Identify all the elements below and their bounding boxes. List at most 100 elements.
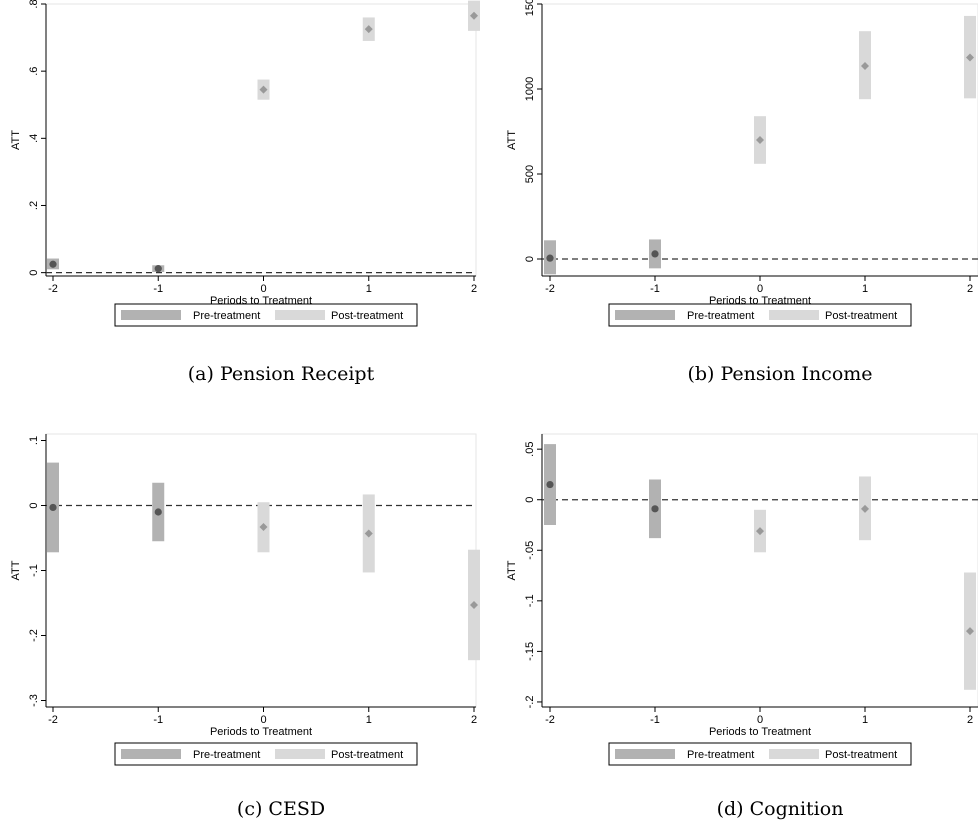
y-tick-label: 500	[524, 165, 536, 183]
x-tick-label: 2	[967, 283, 973, 295]
y-tick-label: 1500	[524, 0, 536, 16]
panel-caption: (a) Pension Receipt	[188, 363, 375, 385]
y-axis-label: ATT	[506, 130, 518, 150]
y-tick-label: -.05	[524, 541, 536, 560]
y-tick-label: .8	[28, 0, 40, 9]
x-tick-label: 1	[366, 714, 372, 726]
y-axis-label: ATT	[506, 560, 518, 580]
chart-panel-3: -.2 -.15 -.1 -.05 0 .05 ATT -2 -1 0 1 2 Periods to T…	[506, 433, 978, 820]
x-tick-label: -1	[650, 714, 660, 726]
legend-pre-swatch	[121, 310, 181, 320]
y-tick-label: .1	[28, 436, 40, 445]
y-tick-label: -.3	[28, 694, 40, 707]
plot-area	[45, 433, 477, 708]
legend-post-swatch	[275, 310, 325, 320]
y-tick-label: 0	[28, 502, 40, 508]
pre-treatment-point	[651, 250, 659, 258]
pre-treatment-point	[546, 254, 554, 262]
y-tick-label: -.15	[524, 642, 536, 661]
x-tick-label: 0	[757, 283, 763, 295]
post-treatment-point	[259, 85, 268, 94]
post-treatment-point	[756, 527, 764, 536]
x-tick-label: 2	[471, 714, 477, 726]
legend-pre-label: Pre-treatment	[193, 749, 260, 761]
panel-caption: (c) CESD	[237, 798, 325, 820]
x-tick-label: 0	[260, 283, 266, 295]
y-tick-label: .4	[28, 134, 40, 143]
pre-treatment-point	[546, 480, 554, 489]
chart-panel-2: -.3 -.2 -.1 0 .1 ATT -2 -1 0 1 2 Periods to Treatme…	[10, 433, 480, 820]
y-tick-label: -.1	[28, 564, 40, 577]
y-tick-label: -.1	[524, 594, 536, 607]
post-treatment-point	[259, 522, 268, 531]
legend-post-label: Post-treatment	[331, 310, 403, 322]
post-treatment-point	[364, 529, 373, 538]
legend-pre-swatch	[121, 749, 181, 759]
pre-treatment-point	[49, 503, 57, 512]
y-tick-label: 0	[524, 256, 536, 262]
x-tick-label: 1	[862, 714, 868, 726]
legend-post-swatch	[769, 749, 819, 759]
post-treatment-point	[470, 600, 478, 609]
post-treatment-point	[966, 53, 974, 62]
pre-treatment-point	[154, 265, 162, 273]
y-tick-label: .05	[524, 442, 536, 457]
post-treatment-point	[861, 504, 869, 513]
x-tick-label: -1	[153, 714, 163, 726]
y-tick-label: -.2	[28, 629, 40, 642]
legend-box	[114, 303, 418, 327]
legend-box	[608, 303, 912, 327]
x-axis-label: Periods to Treatment	[709, 726, 811, 738]
legend: Pre-treatment Post-treatment	[608, 303, 912, 327]
y-tick-label: .6	[28, 67, 40, 76]
legend-post-label: Post-treatment	[331, 749, 403, 761]
legend-pre-swatch	[615, 749, 675, 759]
pre-treatment-point	[651, 505, 659, 513]
x-tick-label: -1	[153, 283, 163, 295]
post-treatment-point	[756, 136, 764, 144]
legend-post-swatch	[769, 310, 819, 320]
legend-pre-label: Pre-treatment	[687, 310, 754, 322]
x-tick-label: -2	[545, 283, 555, 295]
legend: Pre-treatment Post-treatment	[114, 303, 418, 327]
post-treatment-point	[470, 11, 478, 20]
legend-box	[608, 742, 912, 766]
legend-post-label: Post-treatment	[825, 749, 897, 761]
legend: Pre-treatment Post-treatment	[608, 742, 912, 766]
x-tick-label: -2	[545, 714, 555, 726]
y-tick-label: 0	[28, 270, 40, 276]
plot-area	[541, 433, 978, 708]
legend: Pre-treatment Post-treatment	[114, 742, 418, 766]
legend-pre-label: Pre-treatment	[687, 749, 754, 761]
panel-caption: (d) Cognition	[717, 798, 844, 820]
legend-pre-label: Pre-treatment	[193, 310, 260, 322]
x-tick-label: 0	[757, 714, 763, 726]
post-treatment-point	[966, 627, 974, 636]
pre-treatment-point	[154, 508, 162, 516]
y-tick-label: -.2	[524, 696, 536, 709]
legend-post-label: Post-treatment	[825, 310, 897, 322]
plot-area	[45, 3, 477, 277]
y-tick-label: 0	[524, 497, 536, 503]
x-tick-label: 1	[862, 283, 868, 295]
x-tick-label: -2	[48, 714, 58, 726]
y-tick-label: .2	[28, 201, 40, 210]
x-tick-label: -2	[48, 283, 58, 295]
legend-post-swatch	[275, 749, 325, 759]
x-axis-label: Periods to Treatment	[210, 726, 312, 738]
legend-pre-swatch	[615, 310, 675, 320]
x-tick-label: 2	[967, 714, 973, 726]
x-tick-label: -1	[650, 283, 660, 295]
post-treatment-point	[861, 62, 869, 71]
y-axis-label: ATT	[10, 560, 22, 580]
y-axis-label: ATT	[10, 130, 22, 150]
x-tick-label: 2	[471, 283, 477, 295]
y-tick-label: 1000	[524, 77, 536, 101]
panel-caption: (b) Pension Income	[687, 363, 872, 385]
x-tick-label: 1	[366, 283, 372, 295]
legend-box	[114, 742, 418, 766]
x-tick-label: 0	[260, 714, 266, 726]
